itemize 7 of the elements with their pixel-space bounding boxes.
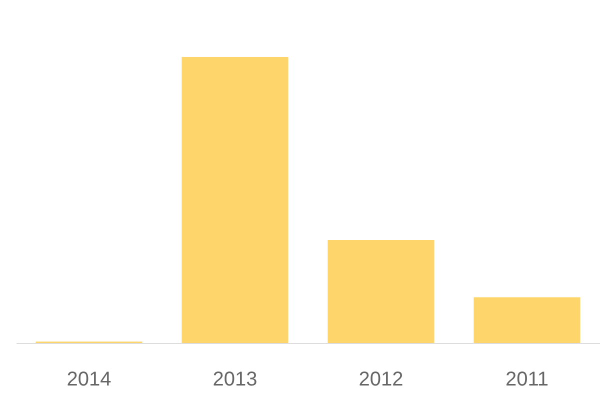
- x-tick-label: 2014: [66, 368, 112, 390]
- x-tick-label: 2011: [505, 368, 549, 390]
- x-tick-label: 2012: [358, 368, 404, 390]
- bar: [182, 57, 288, 343]
- x-tick-label: 2013: [212, 368, 258, 390]
- bar: [328, 240, 434, 343]
- bar: [474, 297, 580, 343]
